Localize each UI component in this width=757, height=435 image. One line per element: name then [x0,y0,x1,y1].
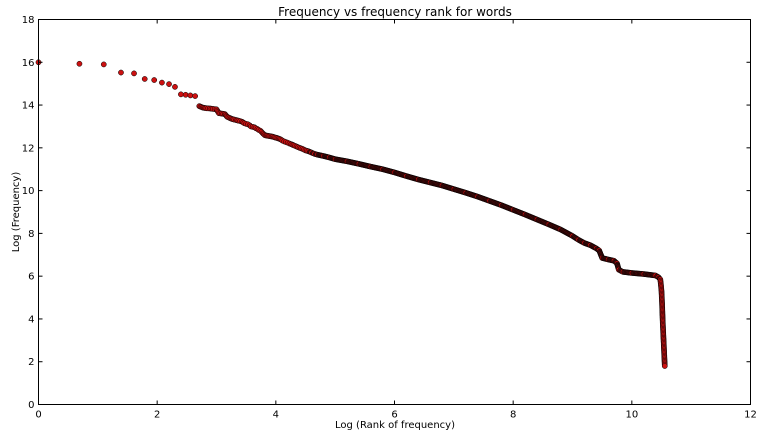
x-tick-label: 8 [510,410,516,421]
data-point [192,93,198,99]
y-tick-label: 10 [22,186,35,197]
data-points [35,59,668,369]
x-tick-label: 0 [35,410,41,421]
data-point [187,92,194,99]
data-point [159,79,165,86]
y-axis: 0 2 4 6 8 10 12 14 16 18 [22,15,751,411]
data-point [131,70,137,77]
data-point [172,84,178,90]
chart-title: Frequency vs frequency rank for words [278,5,512,19]
y-tick-label: 18 [22,15,35,26]
y-tick-label: 12 [22,143,35,154]
y-tick-label: 6 [28,272,34,283]
data-point [118,69,124,76]
y-axis-label: Log (Frequency) [11,172,22,253]
x-tick-label: 10 [625,410,638,421]
x-tick-label: 6 [391,410,397,421]
x-axis-label: Log (Rank of frequency) [335,420,455,431]
y-tick-label: 0 [28,400,34,411]
y-tick-label: 8 [28,229,34,240]
data-point [151,77,158,83]
data-point [166,81,172,87]
data-point [661,363,668,369]
y-tick-label: 14 [22,101,35,112]
x-tick-label: 4 [273,410,279,421]
x-tick-label: 2 [154,410,160,421]
data-point [178,91,184,98]
data-point [76,60,83,67]
y-tick-label: 4 [28,314,34,325]
x-tick-label: 12 [744,410,757,421]
data-point [141,76,148,82]
y-tick-label: 2 [28,357,34,368]
data-point [100,61,107,68]
x-axis: 0 2 4 6 8 10 12 [35,19,757,421]
data-point [182,91,189,98]
y-tick-label: 16 [22,58,35,69]
